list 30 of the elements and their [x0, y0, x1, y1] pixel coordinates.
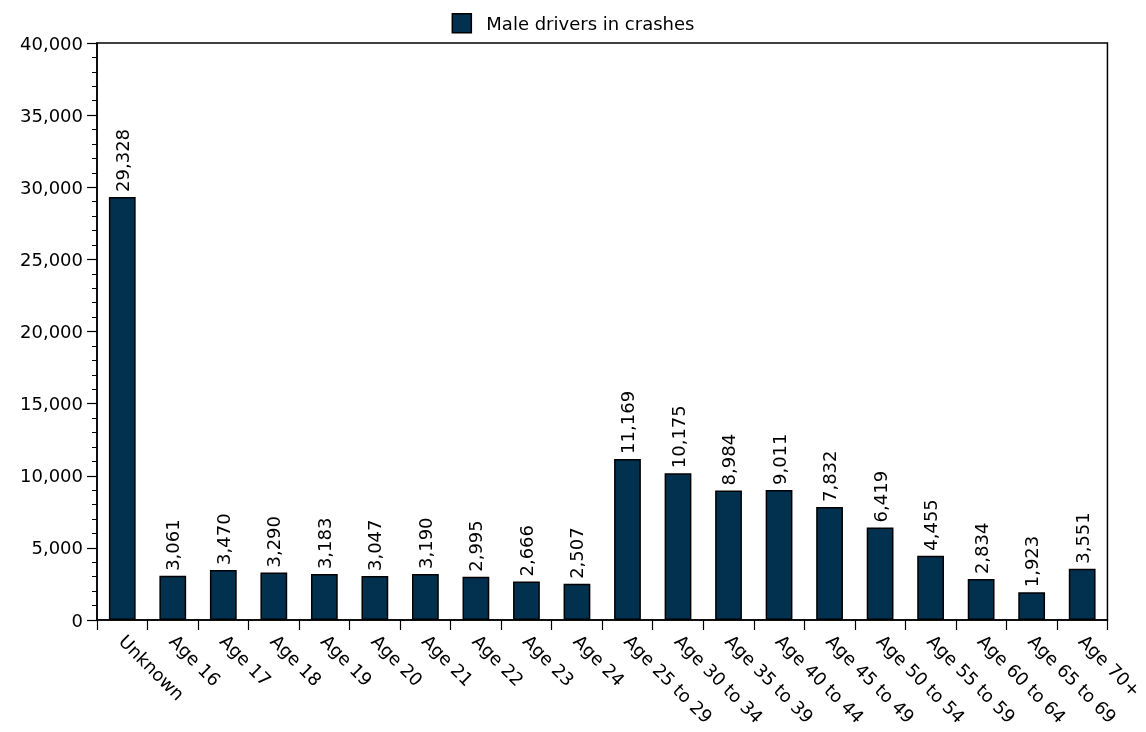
y-tick-label: 15,000	[20, 393, 83, 415]
data-label: 2,995	[465, 520, 487, 572]
data-label: 4,455	[920, 499, 942, 551]
data-label: 2,666	[515, 525, 537, 577]
legend-label: Male drivers in crashes	[486, 12, 695, 34]
data-label: 7,832	[819, 450, 841, 503]
data-label: 29,328	[111, 128, 133, 192]
y-tick-label: 20,000	[20, 321, 83, 342]
data-label: 1,923	[1021, 535, 1043, 588]
data-label: 3,551	[1071, 512, 1093, 564]
data-label: 8,984	[718, 433, 740, 486]
data-label: 3,190	[414, 517, 436, 569]
y-tick-label: 35,000	[20, 104, 83, 126]
y-tick-label: 0	[71, 609, 83, 631]
data-label: 3,183	[313, 517, 335, 570]
data-label: 3,061	[162, 519, 184, 571]
y-tick-label: 5,000	[31, 537, 83, 559]
y-tick-label: 40,000	[20, 32, 83, 54]
y-tick-label: 30,000	[20, 176, 83, 198]
y-tick-label: 25,000	[20, 248, 83, 270]
data-label: 10,175	[667, 405, 689, 469]
data-label: 6,419	[869, 470, 891, 523]
data-label: 2,834	[970, 522, 992, 575]
data-label: 11,169	[616, 390, 638, 454]
y-tick-label: 10,000	[20, 465, 83, 487]
data-label: 3,290	[263, 516, 285, 568]
data-label: 9,011	[768, 433, 790, 486]
data-label: 2,507	[566, 527, 588, 579]
data-label: 3,047	[364, 519, 386, 572]
data-label: 3,470	[212, 513, 234, 565]
